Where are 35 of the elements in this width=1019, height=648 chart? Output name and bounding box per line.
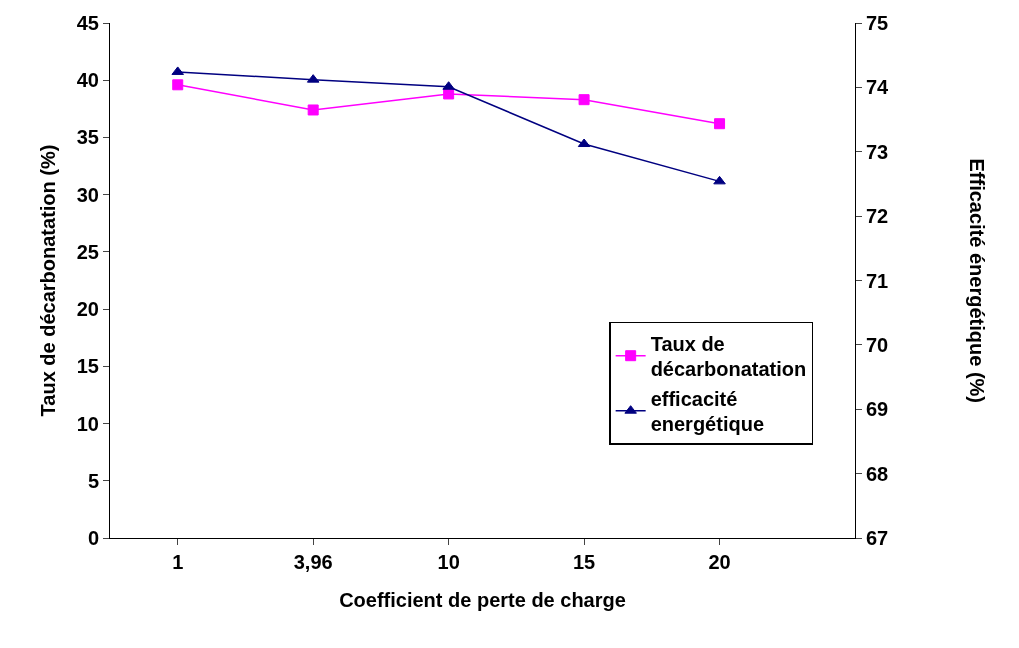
- y2-tick-label: 71: [866, 269, 889, 292]
- y2-tick-label: 75: [866, 12, 889, 34]
- x-axis-title: Coefficient de perte de charge: [339, 588, 626, 611]
- point: [172, 79, 184, 91]
- y2-tick-label: 67: [866, 527, 889, 549]
- x-tick-label: 3,96: [293, 551, 333, 573]
- y-tick-label: 15: [76, 355, 99, 378]
- legend-label: efficacité energétique: [650, 387, 765, 436]
- y-tick-label: 35: [76, 126, 99, 149]
- y2-tick-label: 69: [866, 398, 889, 421]
- y2-tick-label: 68: [866, 462, 889, 485]
- y2-tick-label: 72: [866, 205, 889, 228]
- y2-tick-label: 70: [866, 333, 889, 356]
- point: [578, 94, 590, 106]
- x-tick-label: 15: [572, 551, 596, 573]
- y-tick-label: 0: [87, 527, 99, 549]
- y2-axis-title: Efficacité énergétique (%): [965, 158, 988, 404]
- y-tick-label: 40: [76, 69, 99, 92]
- y-tick-label: 20: [76, 298, 99, 321]
- x-tick-label: 20: [708, 551, 731, 573]
- point: [443, 88, 455, 100]
- y-tick-label: 25: [76, 240, 99, 263]
- point: [307, 104, 319, 116]
- y-tick-label: 10: [76, 412, 99, 435]
- y-tick-label: 45: [76, 12, 99, 34]
- point: [714, 118, 726, 130]
- x-tick-label: 1: [172, 551, 184, 573]
- y-tick-label: 5: [87, 469, 99, 492]
- y-tick-label: 30: [76, 183, 99, 206]
- y2-tick-label: 74: [866, 76, 890, 99]
- y2-tick-label: 73: [866, 140, 889, 163]
- point: [713, 175, 726, 185]
- y-axis-title: Taux de décarbonatation (%): [37, 144, 60, 417]
- x-tick-label: 10: [437, 551, 460, 573]
- point: [577, 138, 591, 148]
